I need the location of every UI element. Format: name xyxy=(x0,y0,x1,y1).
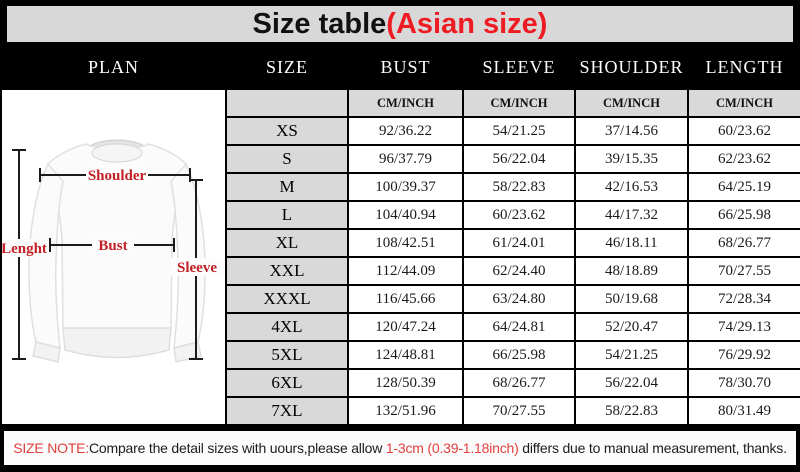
table-row: 6XL 128/50.39 68/26.77 56/22.04 78/30.70 xyxy=(1,368,800,398)
diagram-bust-label: Bust xyxy=(98,238,127,254)
size-label: XXXL xyxy=(225,284,349,314)
size-note-text-before: Compare the detail sizes with uours,plea… xyxy=(89,440,386,456)
table-row: S 96/37.79 56/22.04 39/15.35 62/23.62 xyxy=(1,144,800,174)
length-value: 72/28.34 xyxy=(687,284,800,314)
sleeve-value: 68/26.77 xyxy=(462,368,576,398)
shoulder-value: 58/22.83 xyxy=(574,396,689,426)
diagram-length-label: Lenght xyxy=(2,241,47,257)
table-row: XXXL 116/45.66 63/24.80 50/19.68 72/28.3… xyxy=(1,284,800,314)
length-value: 78/30.70 xyxy=(687,368,800,398)
size-label: 6XL xyxy=(225,368,349,398)
sleeve-value: 62/24.40 xyxy=(462,256,576,286)
size-label: XL xyxy=(225,228,349,258)
table-row: 5XL 124/48.81 66/25.98 54/21.25 76/29.92 xyxy=(1,340,800,370)
unit-cell-length: CM/INCH xyxy=(687,88,800,118)
length-value: 64/25.19 xyxy=(687,172,800,202)
table-header-row: PLAN SIZE BUST SLEEVE SHOULDER LENGTH xyxy=(0,44,800,90)
column-header-sleeve: SLEEVE xyxy=(462,44,576,90)
length-value: 80/31.49 xyxy=(687,396,800,426)
bust-value: 100/39.37 xyxy=(347,172,464,202)
table-row: XL 108/42.51 61/24.01 46/18.11 68/26.77 xyxy=(1,228,800,258)
size-note-bar: SIZE NOTE: Compare the detail sizes with … xyxy=(2,429,798,467)
shoulder-value: 50/19.68 xyxy=(574,284,689,314)
bust-value: 96/37.79 xyxy=(347,144,464,174)
column-header-bust: BUST xyxy=(347,44,464,90)
size-label: S xyxy=(225,144,349,174)
length-value: 66/25.98 xyxy=(687,200,800,230)
table-row: XS 92/36.22 54/21.25 37/14.56 60/23.62 xyxy=(1,116,800,146)
sleeve-value: 56/22.04 xyxy=(462,144,576,174)
sleeve-value: 64/24.81 xyxy=(462,312,576,342)
bust-value: 128/50.39 xyxy=(347,368,464,398)
length-value: 62/23.62 xyxy=(687,144,800,174)
unit-row: Shoulder Bust Lenght Sleeve CM/INCH CM/I… xyxy=(0,88,800,426)
length-value: 60/23.62 xyxy=(687,116,800,146)
sleeve-value: 58/22.83 xyxy=(462,172,576,202)
column-header-size: SIZE xyxy=(225,44,349,90)
table-row: 4XL 120/47.24 64/24.81 52/20.47 74/29.13 xyxy=(1,312,800,342)
bust-value: 124/48.81 xyxy=(347,340,464,370)
diagram-sleeve-label: Sleeve xyxy=(177,260,217,276)
length-value: 74/29.13 xyxy=(687,312,800,342)
title-main: Size table xyxy=(252,7,387,40)
bust-value: 104/40.94 xyxy=(347,200,464,230)
diagram-shoulder-label: Shoulder xyxy=(88,168,147,184)
size-note-text-after: differs due to manual measurement, thank… xyxy=(518,440,787,456)
plan-diagram-cell: Shoulder Bust Lenght Sleeve xyxy=(0,88,227,426)
bust-value: 116/45.66 xyxy=(347,284,464,314)
shoulder-value: 39/15.35 xyxy=(574,144,689,174)
size-label: 7XL xyxy=(225,396,349,426)
sleeve-value: 66/25.98 xyxy=(462,340,576,370)
shoulder-value: 48/18.89 xyxy=(574,256,689,286)
table-row: L 104/40.94 60/23.62 44/17.32 66/25.98 xyxy=(1,200,800,230)
unit-cell-bust: CM/INCH xyxy=(347,88,464,118)
unit-cell-shoulder: CM/INCH xyxy=(574,88,689,118)
sleeve-value: 60/23.62 xyxy=(462,200,576,230)
size-note-label: SIZE NOTE: xyxy=(13,440,90,456)
size-label: 4XL xyxy=(225,312,349,342)
size-label: L xyxy=(225,200,349,230)
size-label: M xyxy=(225,172,349,202)
bust-value: 120/47.24 xyxy=(347,312,464,342)
bust-value: 132/51.96 xyxy=(347,396,464,426)
shoulder-value: 52/20.47 xyxy=(574,312,689,342)
column-header-length: LENGTH xyxy=(687,44,800,90)
title-bar: Size table (Asian size) xyxy=(5,4,795,44)
table-row: 7XL 132/51.96 70/27.55 58/22.83 80/31.49 xyxy=(1,396,800,426)
unit-cell-sleeve: CM/INCH xyxy=(462,88,576,118)
title-accent: (Asian size) xyxy=(386,7,548,40)
table-row: M 100/39.37 58/22.83 42/16.53 64/25.19 xyxy=(1,172,800,202)
size-label: XS xyxy=(225,116,349,146)
shoulder-value: 54/21.25 xyxy=(574,340,689,370)
unit-empty-cell xyxy=(225,88,349,118)
table-row: XXL 112/44.09 62/24.40 48/18.89 70/27.55 xyxy=(1,256,800,286)
sleeve-value: 54/21.25 xyxy=(462,116,576,146)
size-table: PLAN SIZE BUST SLEEVE SHOULDER LENGTH xyxy=(0,44,800,426)
sleeve-value: 61/24.01 xyxy=(462,228,576,258)
size-label: XXL xyxy=(225,256,349,286)
shoulder-value: 46/18.11 xyxy=(574,228,689,258)
length-value: 76/29.92 xyxy=(687,340,800,370)
size-label: 5XL xyxy=(225,340,349,370)
length-value: 70/27.55 xyxy=(687,256,800,286)
sweater-measurement-diagram: Shoulder Bust Lenght Sleeve xyxy=(2,139,223,363)
shoulder-value: 44/17.32 xyxy=(574,200,689,230)
bust-value: 92/36.22 xyxy=(347,116,464,146)
column-header-plan: PLAN xyxy=(0,44,227,90)
sleeve-value: 70/27.55 xyxy=(462,396,576,426)
shoulder-value: 42/16.53 xyxy=(574,172,689,202)
length-value: 68/26.77 xyxy=(687,228,800,258)
shoulder-value: 37/14.56 xyxy=(574,116,689,146)
shoulder-value: 56/22.04 xyxy=(574,368,689,398)
size-note-highlight: 1-3cm (0.39-1.18inch) xyxy=(385,440,519,456)
bust-value: 112/44.09 xyxy=(347,256,464,286)
sleeve-value: 63/24.80 xyxy=(462,284,576,314)
column-header-shoulder: SHOULDER xyxy=(574,44,689,90)
bust-value: 108/42.51 xyxy=(347,228,464,258)
